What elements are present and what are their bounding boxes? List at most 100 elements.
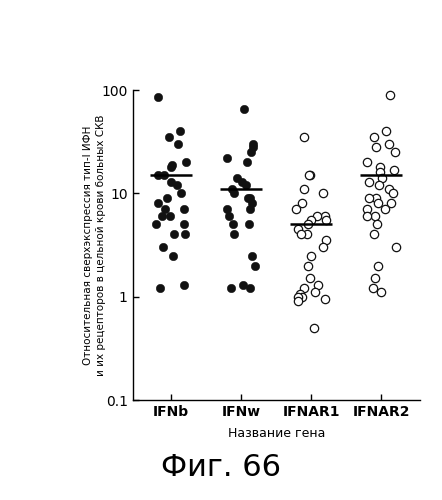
Point xyxy=(244,158,251,166)
Point xyxy=(382,206,389,214)
Point xyxy=(363,206,370,214)
Point xyxy=(161,206,168,214)
Point xyxy=(307,216,314,224)
Point xyxy=(175,140,182,148)
Point xyxy=(366,194,373,202)
Point xyxy=(160,171,168,179)
Point xyxy=(246,206,253,214)
Point xyxy=(246,194,253,202)
Point xyxy=(387,200,394,207)
Point xyxy=(166,133,173,141)
Point xyxy=(376,181,383,189)
Point xyxy=(154,171,161,179)
Point xyxy=(389,190,396,198)
Point xyxy=(180,281,187,289)
Point xyxy=(386,140,393,148)
Point xyxy=(250,143,257,151)
Point xyxy=(373,194,380,202)
Point xyxy=(183,158,190,166)
Point xyxy=(244,194,251,202)
Point xyxy=(250,140,257,148)
Point xyxy=(365,178,372,186)
Point xyxy=(298,292,305,300)
Point xyxy=(228,185,235,193)
Point xyxy=(297,290,304,298)
Point xyxy=(295,225,302,233)
Point xyxy=(374,200,381,207)
Point xyxy=(248,200,255,207)
Point xyxy=(164,194,171,202)
Point xyxy=(393,244,400,252)
Point xyxy=(180,206,187,214)
Point xyxy=(364,158,371,166)
Point xyxy=(305,262,312,270)
Point xyxy=(251,262,259,270)
Point xyxy=(391,148,398,156)
Point xyxy=(323,236,330,244)
Point xyxy=(156,284,164,292)
Point xyxy=(374,220,381,228)
Point xyxy=(382,127,389,135)
Point xyxy=(322,295,329,303)
Point xyxy=(169,252,176,260)
Point xyxy=(391,166,398,173)
Point xyxy=(369,284,376,292)
Point xyxy=(300,133,307,141)
Point xyxy=(303,230,310,238)
Point xyxy=(228,284,235,292)
Point xyxy=(306,171,313,179)
Point xyxy=(169,160,176,168)
Point xyxy=(231,190,238,198)
Point xyxy=(320,244,327,252)
Point xyxy=(153,220,160,228)
Point xyxy=(312,288,319,296)
Point xyxy=(377,288,385,296)
Point xyxy=(319,190,326,198)
Point xyxy=(230,220,237,228)
Point xyxy=(166,212,173,220)
Point xyxy=(298,200,305,207)
Point xyxy=(159,244,166,252)
Point xyxy=(377,168,384,176)
Point xyxy=(223,206,230,214)
Point xyxy=(176,127,183,135)
Point xyxy=(372,212,379,220)
Point xyxy=(378,174,385,182)
Point xyxy=(246,284,253,292)
Point xyxy=(159,212,166,220)
Point xyxy=(322,212,329,220)
Point xyxy=(370,230,377,238)
Point xyxy=(372,143,379,151)
Point xyxy=(155,94,162,102)
Point xyxy=(177,190,184,198)
Point xyxy=(322,216,329,224)
Point xyxy=(385,185,392,193)
Point xyxy=(168,178,175,186)
Point xyxy=(305,220,312,228)
Point xyxy=(223,154,230,162)
Point xyxy=(173,181,180,189)
Point xyxy=(300,284,307,292)
Point xyxy=(168,163,175,171)
Point xyxy=(294,298,301,306)
Point xyxy=(301,185,308,193)
Point xyxy=(182,230,189,238)
Point xyxy=(311,324,318,332)
Point xyxy=(293,206,300,214)
Point xyxy=(374,262,381,270)
Point xyxy=(305,171,312,179)
Point xyxy=(313,212,320,220)
Point xyxy=(240,281,247,289)
Point xyxy=(171,230,178,238)
Point xyxy=(248,148,255,156)
Point xyxy=(245,220,252,228)
Point xyxy=(240,106,248,114)
Point xyxy=(154,200,161,207)
Point xyxy=(249,252,256,260)
Point xyxy=(234,174,241,182)
Point xyxy=(370,133,377,141)
Point xyxy=(364,212,371,220)
Point xyxy=(308,252,315,260)
Point xyxy=(226,212,233,220)
Point xyxy=(295,292,302,300)
